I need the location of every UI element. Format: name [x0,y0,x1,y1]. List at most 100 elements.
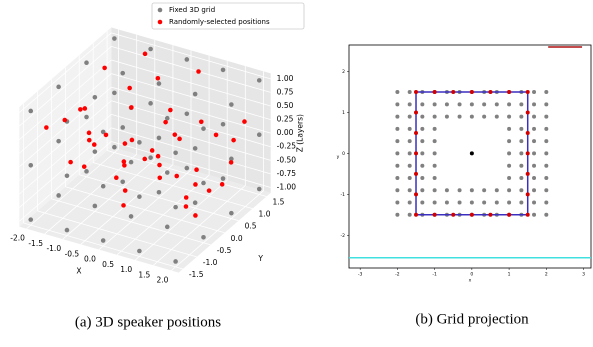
point [507,126,512,131]
y-tick-label: 0.5 [245,222,257,231]
point [525,151,530,156]
point [444,102,449,107]
point [457,114,462,119]
x-axis-label: x [469,279,472,284]
point [519,139,524,144]
point [84,114,89,120]
point [507,102,512,107]
point [525,212,530,217]
z-axis-label: Z (Layers) [296,114,305,152]
point [451,90,456,95]
y-tick-label: 1 [342,110,345,116]
point [148,155,153,160]
point [168,107,173,113]
point [148,101,153,106]
point [129,137,135,143]
point [494,114,499,119]
point [157,175,163,181]
point [519,200,524,205]
point [469,114,474,119]
point [229,210,234,216]
point [183,195,189,200]
point [219,182,225,187]
point [56,193,61,198]
point [201,235,206,240]
point [525,192,530,197]
point [525,90,530,95]
x-tick-label: 1.5 [138,270,150,279]
grid-line [111,46,271,93]
point [457,188,462,193]
point [532,200,537,205]
point [256,132,262,137]
point [395,114,400,119]
point [488,90,493,95]
x-tick-label: 0.0 [84,255,96,264]
z-tick-label: -0.75 [277,169,297,178]
point [173,204,178,210]
grid-line [111,73,271,120]
point [469,200,474,205]
x-tick-label: 1.0 [120,265,132,274]
point [56,138,61,144]
point [148,46,153,52]
point [469,188,474,193]
point [432,102,437,107]
point [183,204,189,209]
point [100,183,106,189]
point [519,151,524,156]
grid-line [19,46,112,127]
point [149,148,155,153]
point [420,126,425,131]
point [432,139,437,144]
point [457,102,462,107]
point [395,200,400,205]
point [482,188,487,193]
point [156,135,162,141]
point [137,194,142,199]
point [256,186,262,192]
point [482,102,487,107]
point [192,200,198,206]
point [102,65,107,71]
point [544,163,549,168]
point [432,188,437,193]
point [220,176,226,181]
point [414,110,419,115]
point [62,117,68,123]
point [100,129,106,135]
caption: (b) Grid projection [415,311,529,327]
point [525,130,530,135]
point [112,144,117,150]
point [407,175,412,180]
x-tick-label: -1 [432,272,437,278]
point [193,213,198,218]
point [142,51,148,57]
point [420,102,425,107]
x-tick-label: -0.5 [65,249,80,258]
point [432,212,437,217]
legend-marker [157,7,163,13]
point [420,200,425,205]
point [532,102,537,107]
grid-line [111,141,271,188]
point [519,114,524,119]
x-tick-label: 2 [545,272,548,278]
point [193,182,198,187]
z-tick-label: -1.00 [277,182,297,191]
point [544,126,549,131]
point [92,149,98,154]
point [519,126,524,131]
point [127,85,132,91]
point [469,102,474,107]
point [432,175,437,180]
point [507,200,512,205]
point [395,188,400,193]
z-tick-label: -0.25 [277,142,297,151]
point [128,159,134,165]
z-tick-label: -0.50 [277,155,297,164]
point [155,75,161,81]
grid-line [51,198,211,246]
point [100,238,106,243]
